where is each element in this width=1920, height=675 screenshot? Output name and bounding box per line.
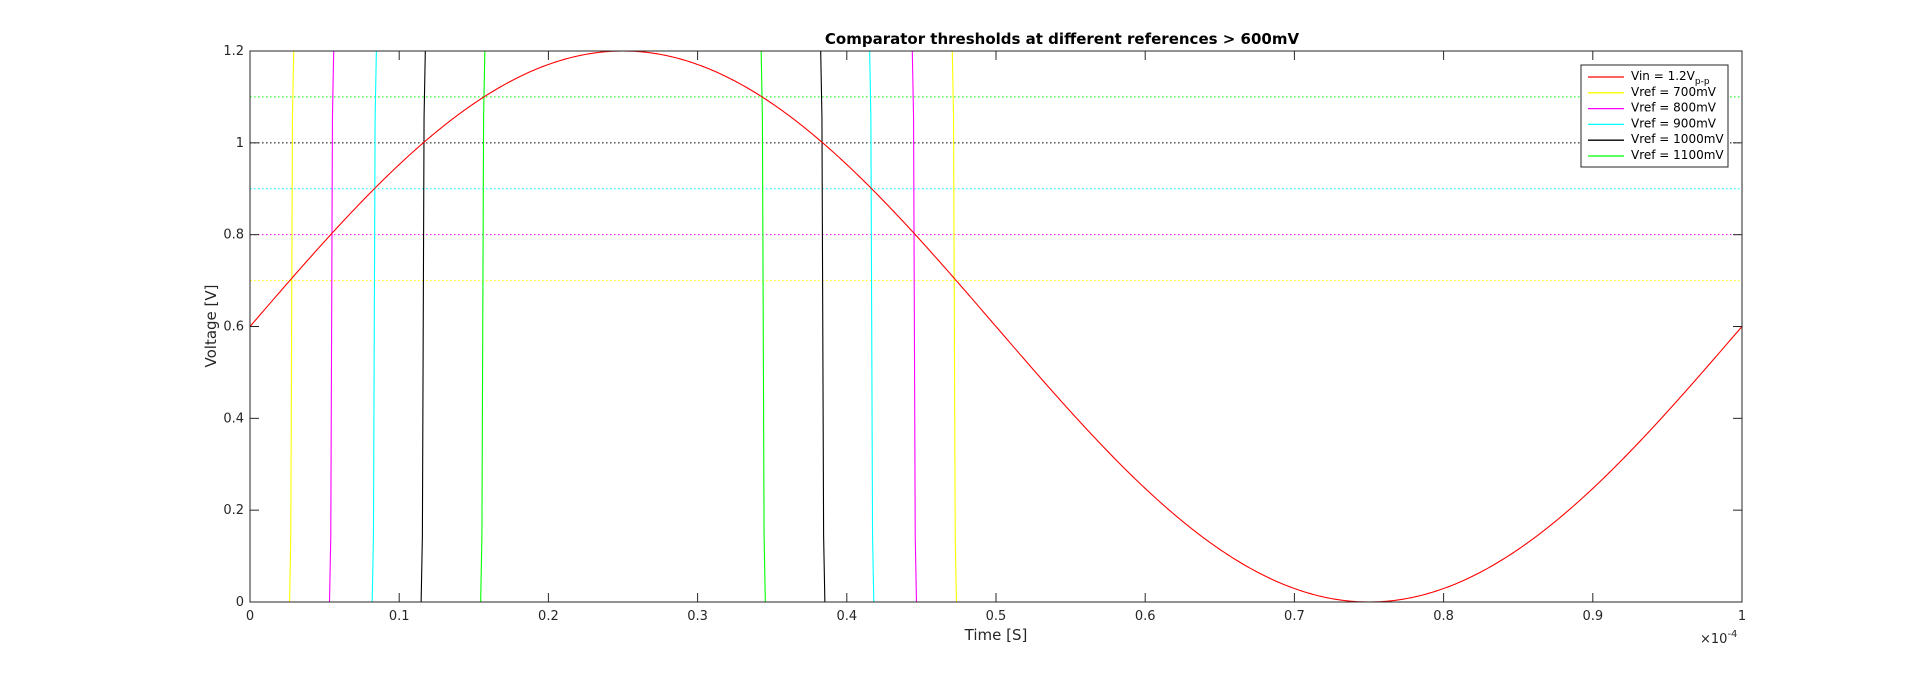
legend-box xyxy=(1580,64,1729,168)
x-tick-label: 0.8 xyxy=(1433,609,1454,624)
x-tick-label: 0.3 xyxy=(687,609,708,624)
reference-lines xyxy=(250,96,1742,282)
y-tick-label: 0.8 xyxy=(223,228,244,243)
y-axis-label: Voltage [V] xyxy=(202,285,220,368)
y-tick-label: 0.2 xyxy=(223,503,244,518)
x-tick-label: 0.5 xyxy=(986,609,1007,624)
y-tick-label: 0.6 xyxy=(223,320,244,335)
x-tick-label: 0.1 xyxy=(389,609,410,624)
x-tick-label: 1 xyxy=(1738,609,1746,624)
y-tick-label: 1 xyxy=(236,136,244,151)
x-tick-label: 0.2 xyxy=(538,609,559,624)
legend-label-1: Vref = 700mV xyxy=(1631,85,1717,99)
legend-label-5: Vref = 1100mV xyxy=(1631,148,1724,162)
x-axis-label: Time [S] xyxy=(964,626,1028,644)
vin-sine-series xyxy=(249,50,1743,603)
legend-label-3: Vref = 900mV xyxy=(1631,116,1717,130)
x-tick-label: 0 xyxy=(246,609,254,624)
x-tick-label: 0.4 xyxy=(836,609,857,624)
legend-label-4: Vref = 1000mV xyxy=(1631,132,1724,146)
legend-label-0: Vin = 1.2Vp-p xyxy=(1631,69,1710,87)
x-tick-label: 0.6 xyxy=(1135,609,1156,624)
x-exponent-power: -4 xyxy=(1727,629,1737,640)
legend-subscript: p-p xyxy=(1695,77,1710,87)
y-tick-label: 0.4 xyxy=(223,411,244,426)
plot-area: 0 0.1 0.2 0.3 0.4 0.5 0.6 0.7 0.8 0.9 1 0 0.2 0.4 0.6 0… xyxy=(223,44,1746,624)
x-axis-exponent: ×10-4 xyxy=(1700,629,1737,647)
chart-title: Comparator thresholds at different refer… xyxy=(825,30,1300,48)
y-tick-label: 1.2 xyxy=(223,44,244,59)
legend-label-2: Vref = 800mV xyxy=(1631,101,1717,115)
x-tick-label: 0.9 xyxy=(1582,609,1603,624)
y-tick-label: 0 xyxy=(236,595,244,610)
x-exponent-base: ×10 xyxy=(1700,632,1727,647)
x-tick-label: 0.7 xyxy=(1284,609,1305,624)
axis-ticks: 0 0.1 0.2 0.3 0.4 0.5 0.6 0.7 0.8 0.9 1 0 0.2 0.4 0.6 0… xyxy=(223,44,1746,624)
